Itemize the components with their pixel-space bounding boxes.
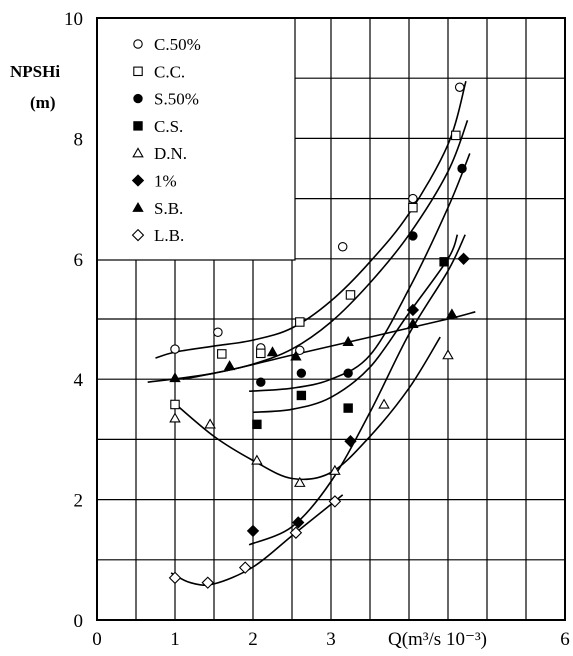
- data-point-l-b: [289, 526, 303, 539]
- data-point-d-n: [204, 418, 216, 429]
- legend-marker-s-50: [133, 93, 143, 104]
- y-tick-label: 0: [74, 611, 84, 632]
- data-point-s-b: [223, 360, 236, 371]
- y-axis-title: NPSHi: [10, 62, 60, 81]
- fit-curve-l-b: [170, 494, 344, 586]
- data-point-1: [344, 435, 357, 448]
- x-tick-label: 0: [92, 629, 102, 650]
- data-point-s-50: [343, 368, 353, 378]
- legend-label-c-50: C.50%: [154, 35, 201, 54]
- x-tick-label: 6: [560, 629, 570, 650]
- tick-labels: 0 2 4 6 8 10 0 1 2 3 6: [64, 9, 570, 650]
- data-point-s-50: [408, 231, 418, 241]
- legend-label-d-n: D.N.: [154, 144, 187, 163]
- data-point-c-50: [213, 327, 223, 337]
- fit-curve-1: [248, 234, 466, 546]
- fit-curve-s-b: [147, 311, 476, 383]
- data-point-s-50: [296, 368, 307, 378]
- fit-curve-s-50: [249, 153, 471, 392]
- x-axis-title: Q(m³/s 10⁻³): [388, 629, 487, 650]
- data-point-c-50: [454, 82, 465, 92]
- legend-marker-l-b: [131, 228, 145, 242]
- fit-curves: [147, 80, 476, 586]
- data-point-c-50: [170, 344, 180, 354]
- y-tick-label: 10: [64, 9, 83, 30]
- data-point-1: [246, 524, 260, 538]
- legend-label-s-b: S.B.: [154, 199, 183, 218]
- x-tick-label: 1: [170, 629, 180, 650]
- legend-marker-c-50: [133, 39, 143, 49]
- x-tick-label: 3: [326, 629, 336, 650]
- data-point-c-c: [408, 202, 418, 213]
- data-point-c-c: [451, 130, 461, 141]
- data-point-c-s: [252, 419, 262, 430]
- legend-label-1: 1%: [154, 172, 177, 191]
- data-point-1: [457, 252, 470, 265]
- data-point-c-c: [256, 348, 266, 359]
- legend-marker-s-b: [132, 201, 144, 212]
- legend-box: [96, 17, 296, 261]
- plot-frame: [96, 17, 566, 621]
- data-point-d-n: [169, 412, 181, 423]
- data-point-c-50: [337, 242, 348, 252]
- data-point-s-b: [169, 372, 181, 383]
- legend-marker-c-s: [133, 121, 143, 131]
- data-point-s-b: [290, 350, 302, 361]
- legend-marker-1: [131, 174, 145, 187]
- data-point-c-50: [408, 193, 418, 204]
- data-point-s-50: [256, 377, 266, 387]
- data-point-d-n: [251, 454, 263, 465]
- data-point-c-s: [296, 390, 307, 401]
- data-point-d-n: [329, 464, 341, 475]
- data-point-l-b: [328, 495, 342, 508]
- data-point-s-b: [446, 308, 458, 319]
- y-tick-label: 6: [74, 250, 84, 271]
- data-point-c-c: [217, 349, 227, 359]
- data-point-s-50: [457, 163, 467, 174]
- data-point-c-c: [170, 399, 180, 410]
- data-point-1: [406, 303, 420, 317]
- data-point-c-s: [343, 403, 353, 413]
- fit-curve-d-n: [170, 336, 441, 481]
- legend-label-c-s: C.S.: [154, 117, 183, 136]
- data-point-d-n: [442, 349, 454, 360]
- x-tick-label: 2: [248, 629, 258, 650]
- data-points: [168, 82, 470, 589]
- y-tick-label: 4: [74, 370, 84, 391]
- data-point-d-n: [378, 398, 390, 409]
- legend-label-l-b: L.B.: [154, 226, 184, 245]
- legend-label-c-c: C.C.: [154, 62, 185, 81]
- legend-label-s-50: S.50%: [154, 90, 199, 109]
- data-point-d-n: [294, 476, 306, 487]
- data-point-l-b: [238, 561, 252, 574]
- data-point-s-b: [266, 346, 279, 357]
- legend: C.50% C.C. S.50% C.S. D.N. 1% S.B. L.B.: [131, 35, 201, 245]
- fit-curve-c-50: [155, 80, 467, 359]
- y-axis-unit: (m): [30, 93, 55, 112]
- data-point-c-c: [295, 317, 305, 327]
- data-point-c-s: [439, 257, 449, 267]
- data-point-c-50: [295, 345, 305, 356]
- data-point-1: [292, 516, 305, 529]
- data-point-l-b: [168, 571, 182, 585]
- legend-marker-d-n: [132, 147, 144, 158]
- data-point-s-b: [407, 317, 419, 328]
- legend-marker-c-c: [133, 66, 143, 77]
- y-tick-label: 8: [74, 129, 84, 150]
- data-point-s-b: [342, 336, 354, 346]
- data-point-l-b: [201, 576, 214, 589]
- data-point-c-c: [345, 290, 356, 300]
- y-tick-label: 2: [74, 491, 84, 512]
